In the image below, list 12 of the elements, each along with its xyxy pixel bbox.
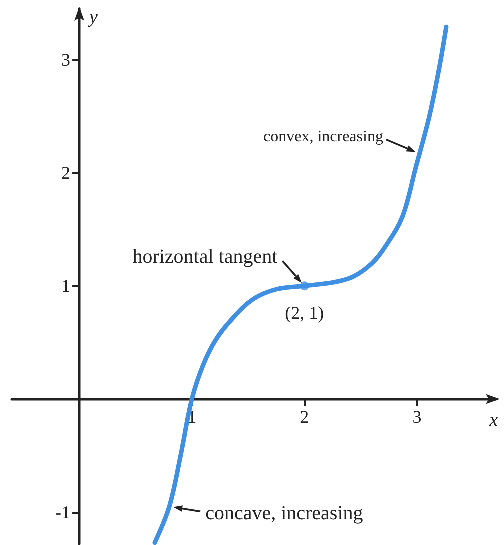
annotation: convex, increasing xyxy=(264,128,384,146)
y-tick-label: 1 xyxy=(62,276,71,296)
y-tick-label: 3 xyxy=(62,50,71,70)
y-tick-label: -1 xyxy=(56,502,71,522)
annotation: horizontal tangent xyxy=(132,246,278,268)
annotation: concave, increasing xyxy=(206,502,364,525)
x-axis-title: x xyxy=(488,410,499,432)
y-axis-title: y xyxy=(88,7,99,28)
annotation: (2, 1) xyxy=(285,303,324,324)
x-tick-label: 2 xyxy=(300,407,310,428)
y-tick-label: 2 xyxy=(62,163,71,184)
x-tick-label: 3 xyxy=(412,407,422,428)
